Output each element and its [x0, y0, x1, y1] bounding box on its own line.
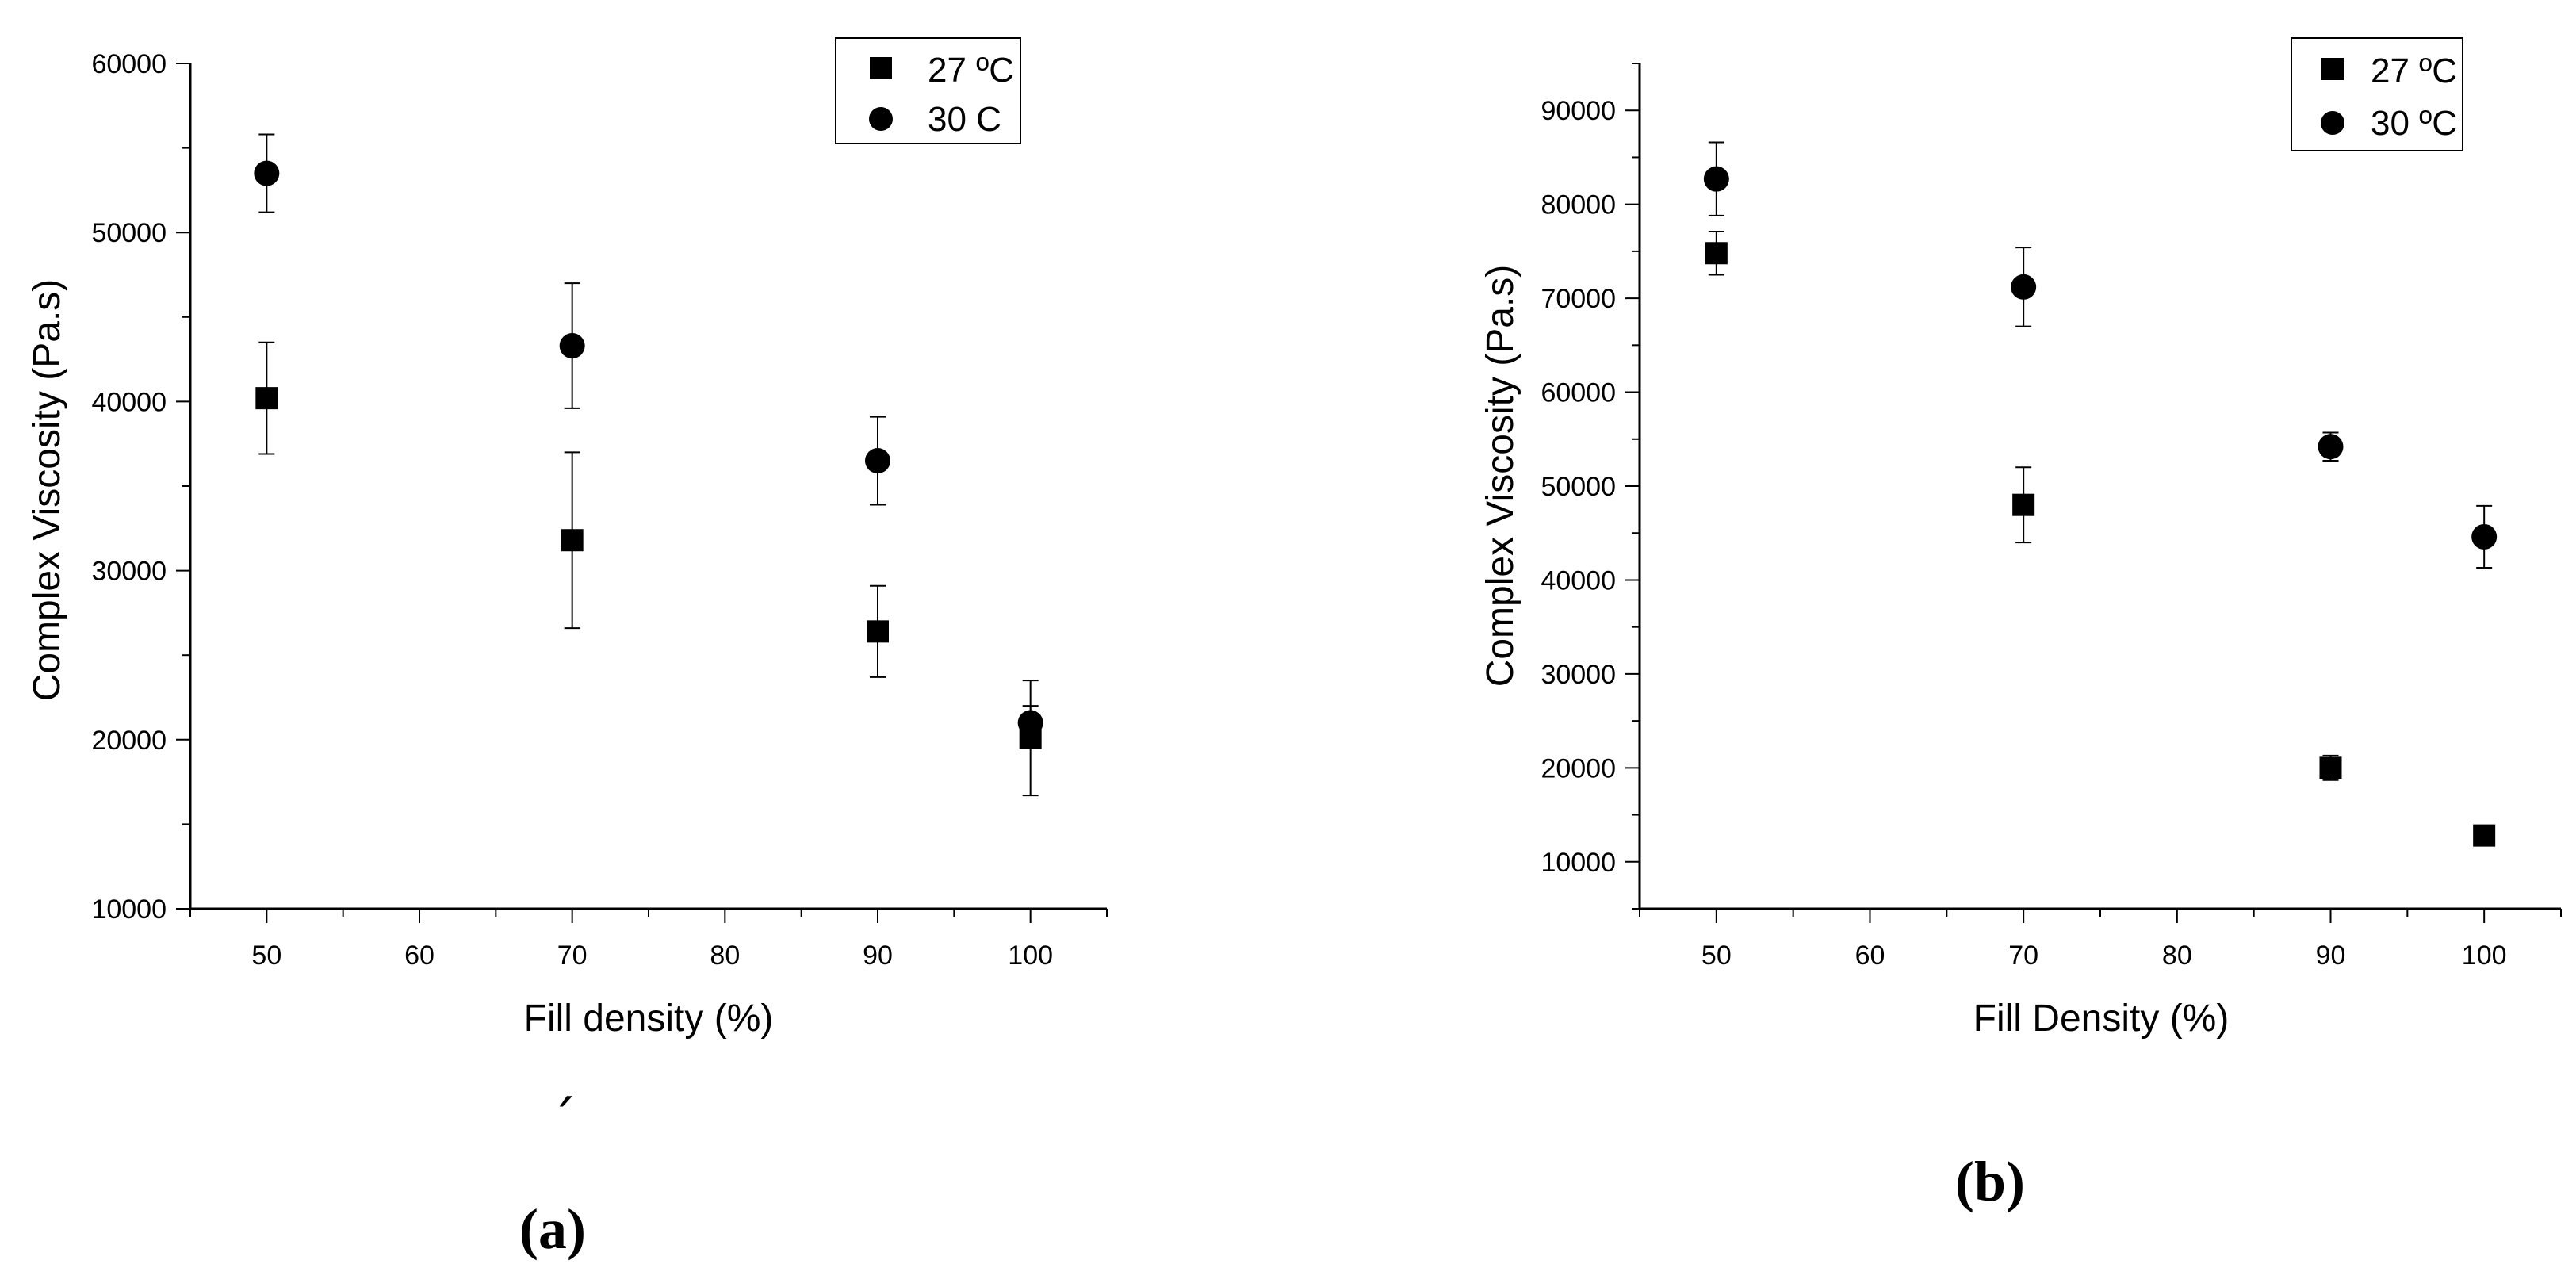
- y-tick-label-b: 90000: [1541, 96, 1616, 126]
- legend-circle-marker-a: [869, 107, 893, 131]
- square-marker-b: [2319, 756, 2342, 779]
- y-axis-title-a: Complex Viscosity (Pa.s): [26, 279, 68, 702]
- x-tick-label-b: 70: [2008, 940, 2038, 971]
- x-axis-title-b: Fill Density (%): [1973, 998, 2230, 1040]
- y-tick-label-a: 40000: [91, 387, 167, 417]
- x-tick-label-b: 90: [2316, 940, 2346, 971]
- legend-label-27c-b: 27 ºC: [2371, 52, 2457, 90]
- data-point-a: [561, 451, 584, 630]
- circle-marker-b: [1703, 166, 1729, 192]
- panel-label-a: (a): [519, 1197, 586, 1261]
- x-tick-label-a: 70: [557, 940, 588, 971]
- y-tick-label-b: 70000: [1541, 284, 1616, 314]
- data-point-b: [1703, 141, 1729, 216]
- square-marker-a: [867, 620, 889, 643]
- x-tick-label-b: 100: [2462, 940, 2507, 971]
- y-tick-label-b: 40000: [1541, 565, 1616, 596]
- y-axis-title-b: Complex Viscosity (Pa.s): [1479, 265, 1521, 688]
- x-tick-label-a: 90: [863, 940, 893, 971]
- y-tick-label-a: 10000: [91, 894, 167, 925]
- y-tick-label-a: 20000: [91, 726, 167, 756]
- legend-circle-marker-b: [2321, 111, 2344, 135]
- data-point-b: [2011, 247, 2037, 327]
- data-point-b: [1705, 231, 1728, 276]
- legend-label-30c-b: 30 ºC: [2371, 104, 2457, 143]
- y-tick-label-a: 50000: [91, 218, 167, 248]
- x-tick-label-a: 50: [251, 940, 281, 971]
- legend-box-b: [2291, 37, 2463, 151]
- legend-box-a: [835, 37, 1021, 144]
- y-tick-label-b: 50000: [1541, 472, 1616, 502]
- data-point-a: [867, 584, 889, 678]
- circle-marker-b: [2471, 523, 2498, 550]
- chart-panel-b: 50 60 70 80 90 100 10000 20000 30000 40000 50000 60…: [1479, 37, 2562, 1213]
- panel-label-b: (b): [1955, 1150, 2025, 1213]
- legend-label-30c-a: 30 C: [928, 100, 1001, 139]
- legend-b: 27 ºC 30 ºC: [2291, 37, 2463, 151]
- plot-area-a: 50 60 70 80 90 100 10000 20000 30000 40000 50000 60…: [91, 49, 1108, 971]
- circle-marker-b: [2318, 434, 2344, 460]
- data-point-b: [2318, 431, 2344, 462]
- y-tick-label-b: 20000: [1541, 753, 1616, 783]
- legend-square-marker-b: [2321, 58, 2344, 80]
- y-tick-label-a: 60000: [91, 49, 167, 79]
- x-tick-label-b: 60: [1855, 940, 1885, 971]
- data-point-a: [255, 341, 278, 455]
- square-marker-b: [1705, 242, 1728, 265]
- plot-area-b: 50 60 70 80 90 100 10000 20000 30000 40000 50000 60…: [1541, 63, 2562, 971]
- data-point-a: [254, 133, 280, 213]
- square-marker-a: [255, 387, 278, 410]
- stray-mark: ´: [549, 1089, 577, 1155]
- data-point-a: [1017, 705, 1043, 741]
- square-marker-b: [2473, 824, 2496, 847]
- data-point-b: [2471, 504, 2498, 569]
- circle-marker-a: [254, 160, 280, 186]
- data-point-b: [2319, 754, 2342, 781]
- legend-label-27c-a: 27 ºC: [928, 51, 1014, 90]
- x-tick-label-a: 60: [404, 940, 434, 971]
- x-axis-title-a: Fill density (%): [524, 998, 774, 1040]
- data-point-b: [2473, 824, 2496, 847]
- legend-square-marker-a: [870, 57, 892, 79]
- y-tick-label-b: 10000: [1541, 848, 1616, 878]
- chart-panel-a: 50 60 70 80 90 100 10000 20000 30000 40000 50000 60…: [26, 37, 1108, 1261]
- legend-a: 27 ºC 30 C: [835, 37, 1021, 144]
- circle-marker-b: [2011, 274, 2037, 300]
- circle-marker-a: [559, 333, 585, 359]
- circle-marker-a: [865, 448, 890, 474]
- square-marker-a: [561, 529, 584, 552]
- x-tick-label-b: 50: [1701, 940, 1732, 971]
- y-tick-label-b: 60000: [1541, 378, 1616, 408]
- x-tick-label-a: 80: [710, 940, 740, 971]
- data-point-a: [559, 282, 585, 409]
- data-point-b: [2012, 466, 2035, 544]
- data-point-a: [865, 416, 890, 506]
- square-marker-b: [2012, 493, 2035, 516]
- y-tick-label-a: 30000: [91, 557, 167, 587]
- y-tick-label-b: 80000: [1541, 190, 1616, 220]
- x-tick-label-b: 80: [2162, 940, 2192, 971]
- x-tick-label-a: 100: [1008, 940, 1053, 971]
- circle-marker-a: [1017, 710, 1043, 736]
- y-tick-label-b: 30000: [1541, 660, 1616, 690]
